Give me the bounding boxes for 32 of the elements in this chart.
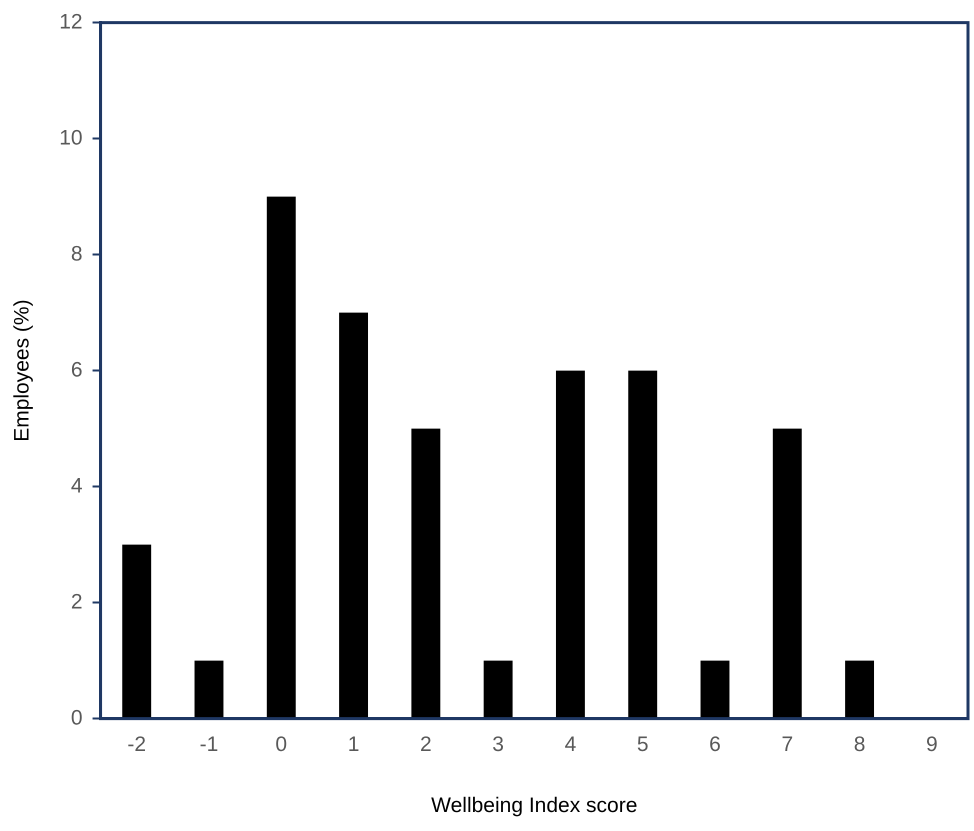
bar [845, 660, 874, 718]
x-tick-label: 8 [854, 732, 866, 756]
x-tick-label: 5 [636, 732, 649, 756]
y-tick-label: 8 [70, 242, 83, 266]
bar [339, 312, 368, 718]
bar [411, 428, 440, 718]
bar [484, 660, 513, 718]
x-tick-label: 1 [348, 732, 360, 756]
x-tick-label: -1 [200, 732, 218, 756]
x-tick-label: 2 [420, 732, 432, 756]
y-tick-label: 2 [70, 590, 83, 614]
x-tick-label: 9 [926, 732, 938, 756]
x-tick-label: 3 [492, 732, 504, 756]
y-tick-label: 0 [70, 706, 83, 730]
x-tick-label: 4 [564, 732, 577, 756]
y-tick-label: 6 [70, 358, 83, 382]
bar [194, 660, 224, 718]
bar [628, 370, 658, 718]
x-tick-label: 6 [709, 732, 721, 756]
bar [266, 196, 296, 718]
x-tick-label: 7 [781, 732, 794, 756]
y-tick-label: 12 [59, 10, 83, 34]
bar [772, 428, 802, 718]
bar [122, 544, 152, 718]
bar [556, 370, 585, 718]
y-tick-label: 10 [59, 126, 83, 150]
x-tick-label: -2 [127, 732, 146, 756]
x-tick-label: 0 [275, 732, 288, 756]
x-axis-title: Wellbeing Index score [431, 794, 638, 818]
bar [700, 660, 730, 718]
y-axis-title: Employees (%) [10, 299, 34, 442]
y-tick-label: 4 [70, 474, 83, 498]
